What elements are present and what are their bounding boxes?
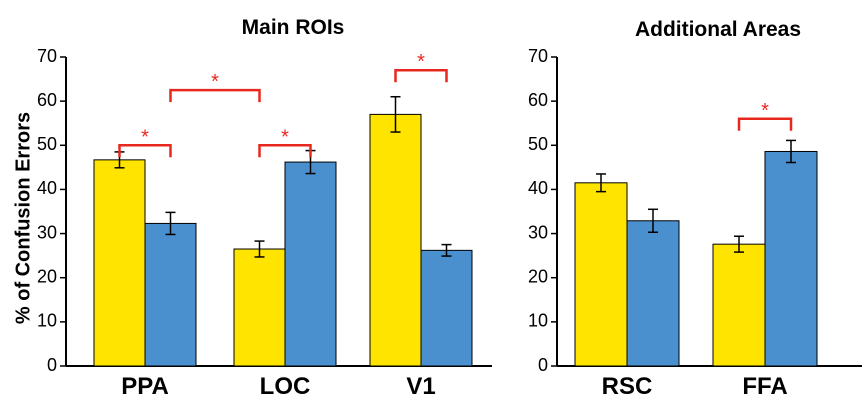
y-tick-label: 70: [37, 46, 57, 66]
bar: [712, 243, 766, 367]
x-category-label: RSC: [602, 373, 653, 400]
x-category-label: LOC: [260, 373, 311, 400]
y-tick-label: 40: [37, 178, 57, 198]
significance-bracket: [169, 88, 261, 103]
significance-bracket: [258, 144, 312, 158]
significance-bracket: [118, 144, 172, 158]
significance-star: *: [211, 71, 219, 93]
bar: [626, 220, 680, 367]
significance-bracket: [737, 117, 793, 131]
x-category-label: V1: [406, 373, 435, 400]
significance-bracket: [394, 68, 448, 83]
y-axis-label: % of Confusion Errors: [12, 112, 34, 324]
panel-additional-areas: Additional Areas 0 10 20 30 40 50 60 70 RSC FFA *: [528, 18, 862, 400]
y-tick-label: 0: [47, 355, 57, 375]
y-tick-label: 60: [37, 90, 57, 110]
bar: [420, 249, 473, 367]
bar: [144, 222, 197, 367]
y-tick-label: 50: [528, 134, 548, 154]
bar: [764, 150, 818, 367]
significance-star: *: [281, 126, 289, 148]
bar: [574, 182, 628, 367]
significance-star: *: [761, 100, 769, 122]
y-tick-label: 70: [528, 46, 548, 66]
x-category-label: FFA: [742, 373, 787, 400]
bar: [369, 113, 422, 367]
y-tick-label: 30: [528, 222, 548, 242]
y-tick-label: 50: [37, 134, 57, 154]
y-tick-label: 20: [528, 266, 548, 286]
y-tick-label: 40: [528, 178, 548, 198]
panel-main-rois: Main ROIs 0 10 20 30 40 50 60 70 PPA LOC V1 * * * *: [37, 16, 492, 400]
bar: [284, 161, 337, 367]
chart-title: Additional Areas: [635, 18, 801, 41]
significance-star: *: [417, 51, 425, 73]
bar: [233, 248, 286, 367]
significance-star: *: [141, 126, 149, 148]
bar: [93, 159, 146, 367]
y-tick-label: 60: [528, 90, 548, 110]
y-tick-label: 30: [37, 222, 57, 242]
y-tick-label: 10: [528, 311, 548, 331]
y-tick-label: 10: [37, 311, 57, 331]
chart-title: Main ROIs: [242, 16, 345, 39]
x-category-label: PPA: [121, 373, 169, 400]
y-tick-label: 20: [37, 266, 57, 286]
y-tick-label: 0: [538, 355, 548, 375]
